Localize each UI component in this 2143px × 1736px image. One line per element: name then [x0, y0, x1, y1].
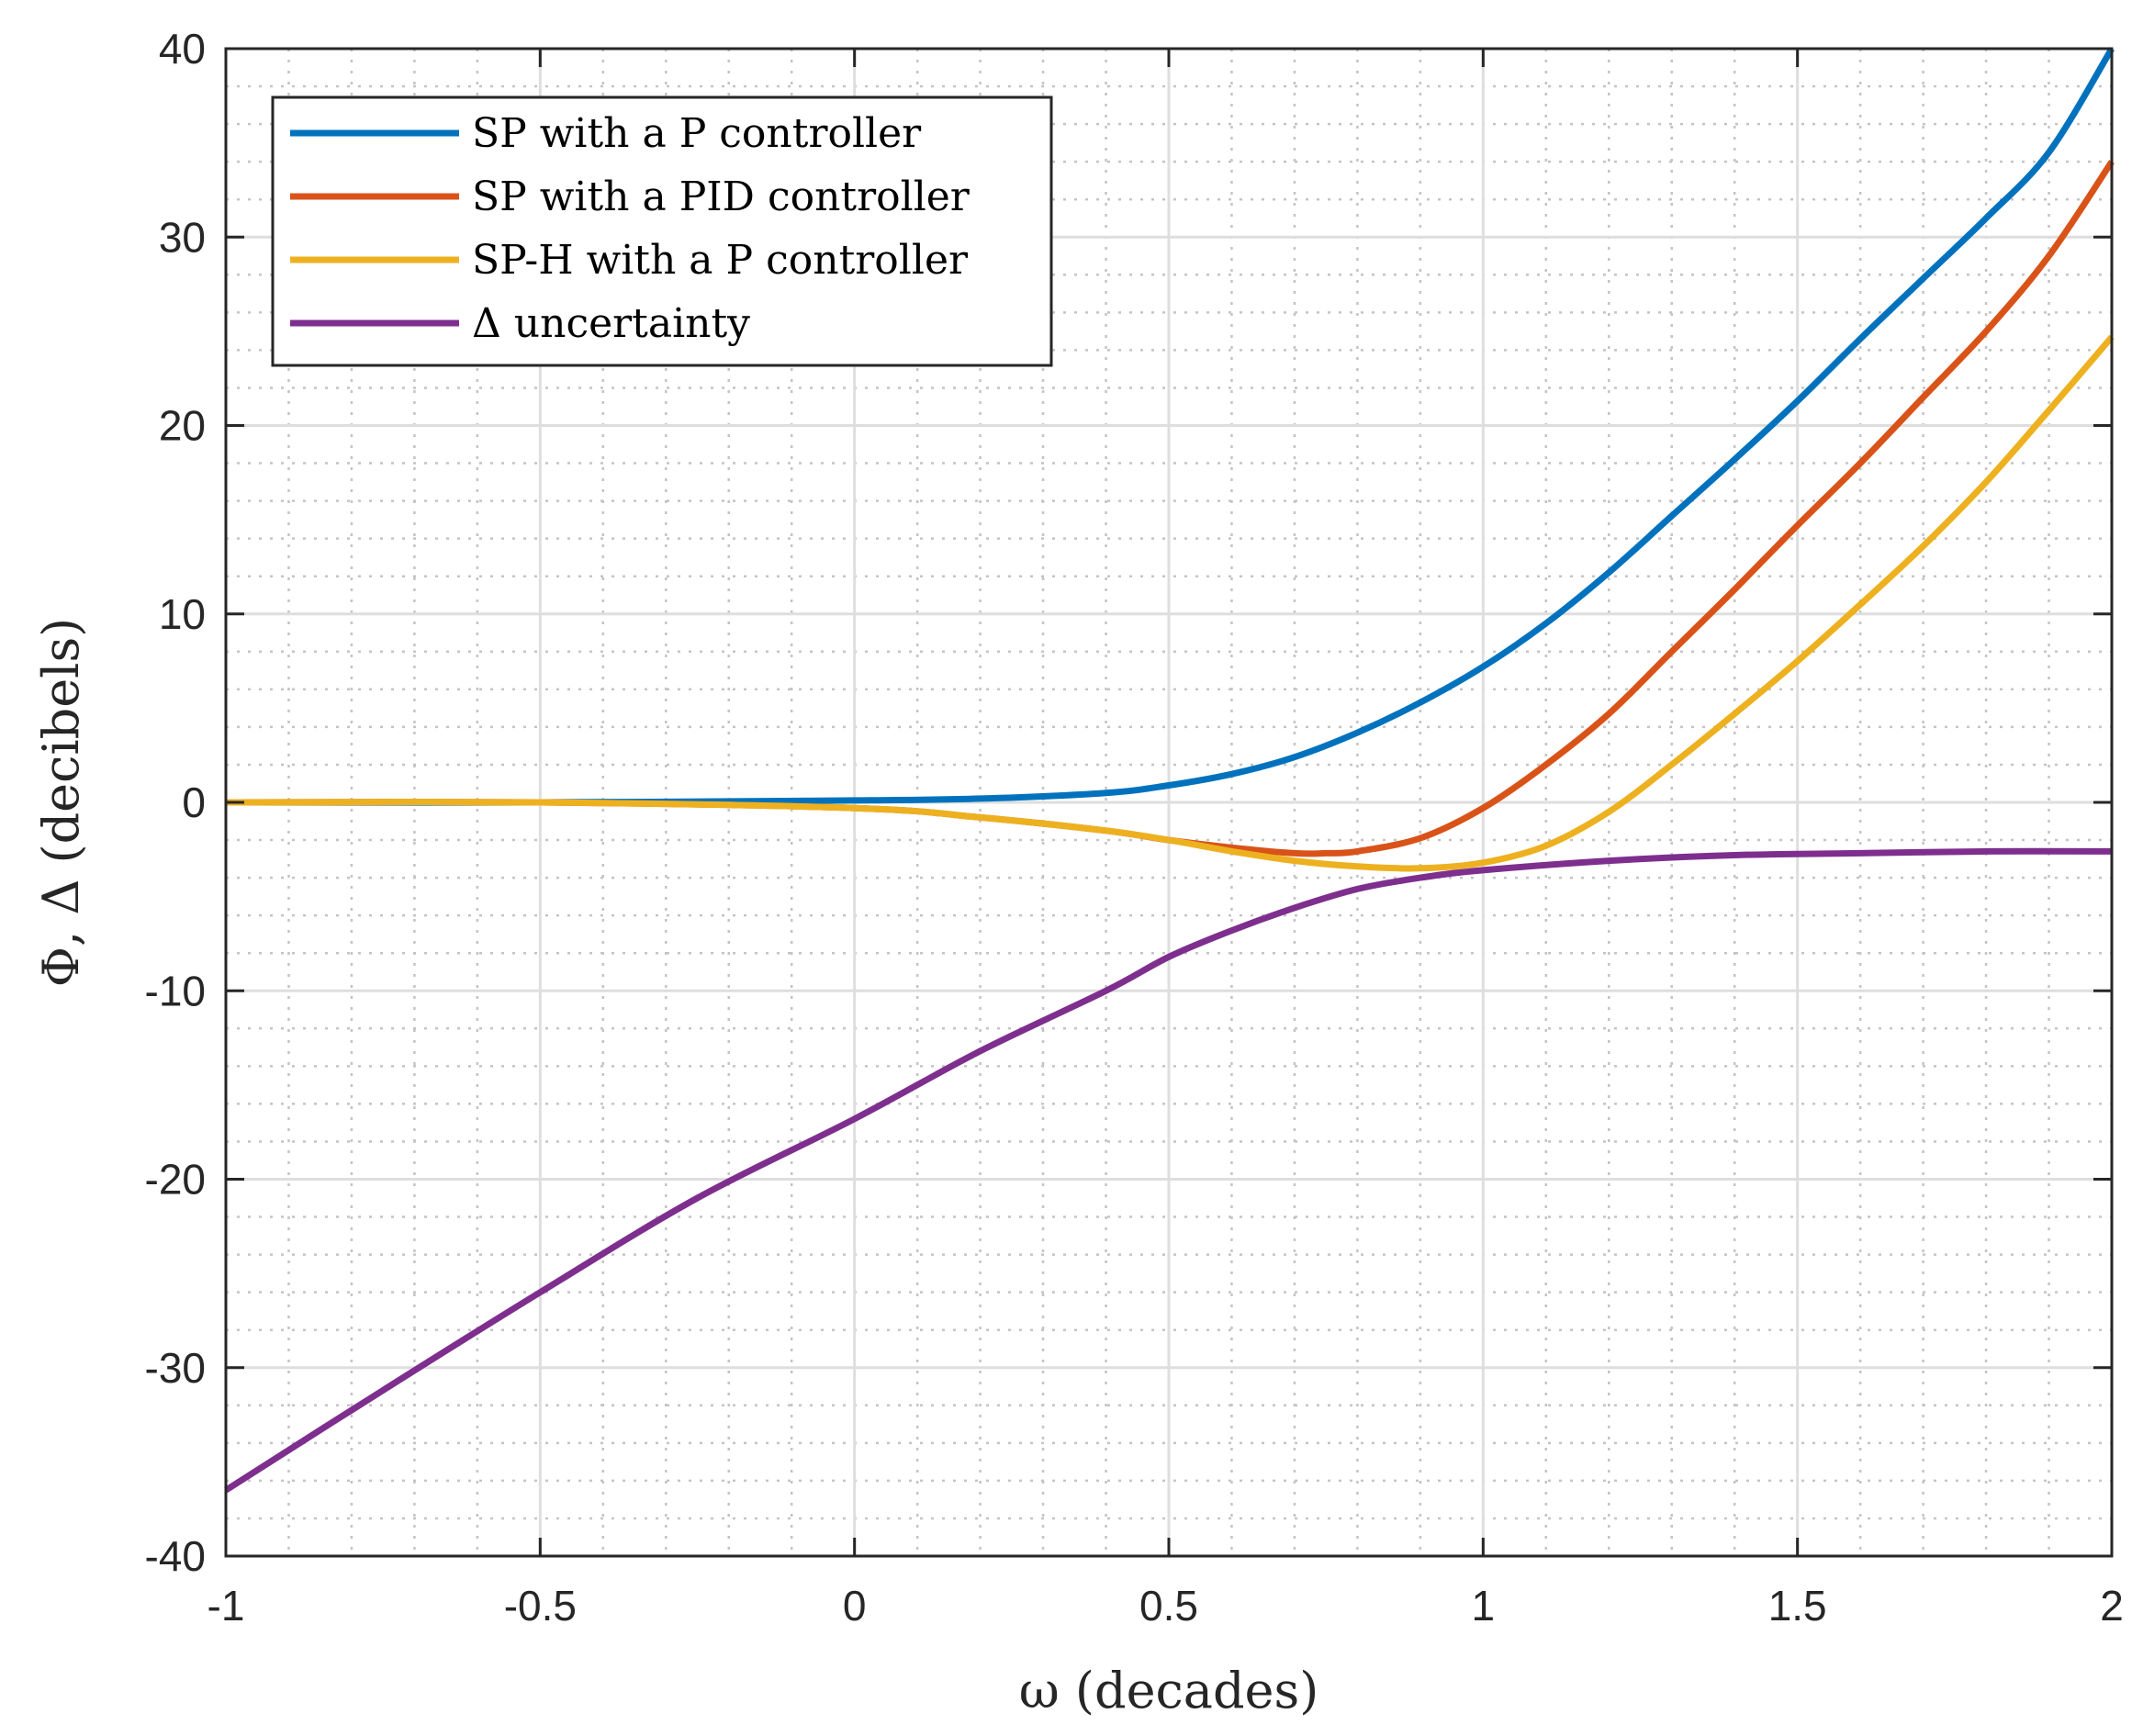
legend-label-1: SP with a P controller	[472, 110, 922, 157]
y-tick-label: 20	[159, 402, 206, 450]
x-tick-label: 1.5	[1768, 1582, 1827, 1630]
grid	[224, 47, 2114, 1558]
y-axis-label: Φ, Δ (decibels)	[32, 618, 90, 987]
x-tick-label: 0	[843, 1582, 867, 1630]
legend-label-3: SP-H with a P controller	[472, 237, 969, 284]
x-tick-label: 2	[2100, 1582, 2124, 1630]
x-tick-label: -1	[208, 1582, 245, 1630]
y-tick-label: -40	[145, 1532, 206, 1580]
series-line-3	[225, 334, 2115, 872]
x-tick-label: -0.5	[504, 1582, 577, 1630]
x-tick-label: 1	[1472, 1582, 1496, 1630]
ticks: -1 -0.5 0 0.5 1 1.5 2 -40 -30 -20 -10 0 10 20 30 40	[145, 25, 2124, 1630]
y-tick-label: -20	[145, 1156, 206, 1204]
legend: SP with a P controller SP with a PID cont…	[271, 95, 1053, 367]
y-tick-label: 40	[159, 25, 206, 73]
y-tick-label: 10	[159, 590, 206, 638]
legend-label-2: SP with a PID controller	[472, 174, 971, 220]
legend-label-4: Δ uncertainty	[472, 300, 750, 347]
series-line-4	[224, 847, 2113, 1494]
y-tick-label: 0	[182, 778, 206, 826]
y-tick-label: -10	[145, 967, 206, 1014]
series-line-1	[225, 47, 2115, 806]
x-tick-label: 0.5	[1139, 1582, 1198, 1630]
series-lines	[224, 47, 2115, 1494]
x-axis-label: ω (decades)	[1019, 1662, 1319, 1719]
y-tick-label: -30	[145, 1344, 206, 1392]
y-tick-label: 30	[159, 213, 206, 261]
